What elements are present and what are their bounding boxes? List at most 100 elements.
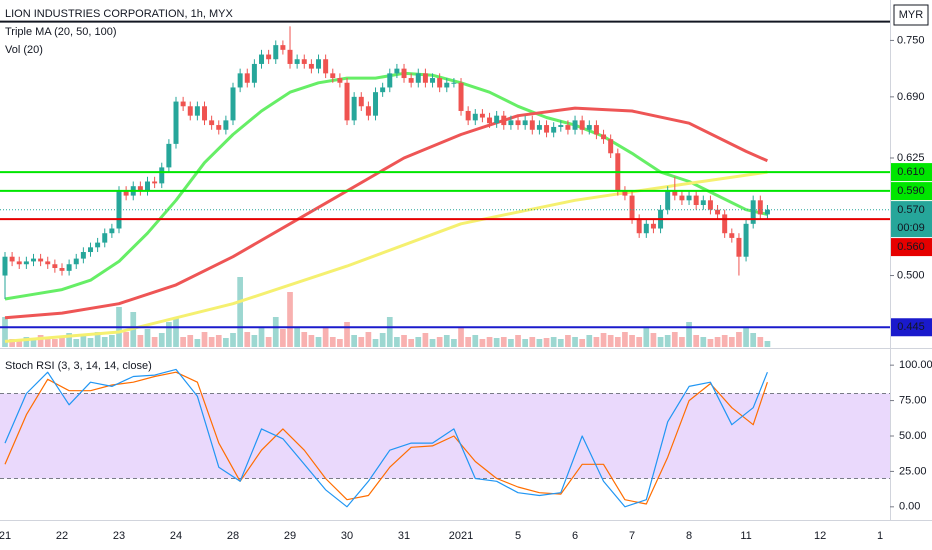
- volume-legend: Vol (20): [5, 44, 43, 56]
- currency-box: [893, 4, 929, 26]
- candle-body: [202, 106, 208, 121]
- volume-bar: [173, 317, 179, 347]
- volume-bar: [486, 337, 493, 347]
- candle-body: [707, 200, 713, 210]
- candle-body: [337, 78, 343, 83]
- candle-body: [102, 233, 108, 243]
- volume-bar: [73, 339, 80, 347]
- volume-bar: [87, 338, 94, 347]
- volume-bar: [472, 335, 479, 347]
- volume-bar: [593, 337, 600, 347]
- candle-body: [230, 87, 236, 121]
- volume-bar: [757, 337, 764, 347]
- volume-bar: [358, 337, 365, 347]
- volume-bar: [686, 322, 692, 347]
- stoch-line: [4, 368, 768, 508]
- candle-body: [244, 73, 250, 83]
- currency: MYR: [899, 9, 924, 21]
- candle-body: [764, 209, 770, 215]
- x-tick-label: 8: [686, 530, 692, 542]
- volume-bar: [394, 337, 400, 347]
- price-label-box: [891, 238, 932, 257]
- volume-bar: [94, 332, 101, 347]
- candle-body: [59, 268, 65, 271]
- volume-bar: [137, 335, 144, 347]
- candle-body: [722, 214, 728, 234]
- candle-body: [729, 233, 735, 238]
- candle-body: [2, 256, 8, 276]
- candle-body: [715, 209, 721, 215]
- candle-body: [88, 247, 93, 253]
- candle-body: [116, 190, 122, 229]
- volume-bar: [80, 335, 87, 347]
- volume-bar: [280, 329, 286, 347]
- ma-legend: Triple MA (20, 50, 100): [5, 26, 116, 38]
- candle-body: [408, 78, 414, 83]
- volume-bar: [572, 337, 578, 347]
- volume-bar: [301, 332, 308, 347]
- volume-bar: [344, 322, 350, 347]
- volume-bar: [379, 333, 386, 347]
- candle-body: [330, 73, 336, 79]
- candle-body: [515, 120, 521, 126]
- x-tick-label: 22: [56, 530, 68, 542]
- volume-bar: [600, 333, 607, 347]
- volume-bar: [743, 327, 749, 347]
- x-tick-label: 21: [0, 530, 11, 542]
- volume-bar: [30, 340, 37, 347]
- volume-bar: [586, 335, 593, 347]
- volume-bar: [607, 335, 614, 347]
- x-tick-label: 1: [877, 530, 883, 542]
- candle-body: [401, 68, 407, 79]
- volume-bar: [386, 317, 393, 347]
- volume-bar: [515, 335, 521, 347]
- volume-bar: [679, 337, 685, 347]
- volume-bar: [272, 317, 279, 347]
- volume-bar: [522, 339, 529, 347]
- candle-body: [700, 200, 706, 206]
- volume-bar: [622, 332, 628, 347]
- y-tick-label: 0.500: [897, 269, 925, 281]
- volume-bar: [215, 335, 222, 347]
- volume-bar: [415, 337, 422, 347]
- candle-body: [159, 167, 165, 184]
- x-tick-label: 2021: [449, 530, 473, 542]
- candle-body: [30, 258, 36, 262]
- volume-bar: [636, 337, 643, 347]
- candle-body: [479, 113, 485, 118]
- volume-bar: [458, 327, 464, 347]
- volume-bar: [201, 332, 208, 347]
- volume-bar: [479, 339, 486, 347]
- candle-body: [344, 82, 350, 121]
- price-label-box: [891, 318, 932, 337]
- volume-bar: [629, 335, 635, 347]
- x-tick-label: 12: [814, 530, 826, 542]
- candle-body: [451, 82, 457, 84]
- y-tick-label: 0.625: [897, 152, 925, 164]
- candle-body: [586, 125, 592, 130]
- volume-bar: [700, 337, 707, 347]
- volume-bar: [265, 337, 272, 347]
- volume-bar: [614, 337, 621, 347]
- candle-body: [287, 49, 293, 64]
- volume-bar: [565, 335, 571, 347]
- candle-body: [565, 125, 571, 130]
- candle-body: [679, 195, 685, 201]
- volume-bar: [151, 337, 158, 347]
- candle-body: [73, 258, 79, 265]
- y-tick-label: 50.00: [899, 430, 927, 442]
- candle-body: [187, 106, 193, 116]
- candle-body: [45, 261, 51, 265]
- candle-body: [16, 261, 22, 265]
- volume-bar: [223, 338, 229, 347]
- candle-body: [23, 261, 29, 265]
- volume-bar: [59, 337, 65, 347]
- price-label: 0.445: [897, 321, 925, 333]
- price-label: 0.590: [897, 185, 925, 197]
- y-tick-label: 100.00: [899, 359, 932, 371]
- candle-body: [351, 96, 357, 121]
- volume-bar: [664, 335, 671, 347]
- candle-body: [629, 195, 635, 220]
- volume-bar: [180, 337, 186, 347]
- x-tick-label: 7: [629, 530, 635, 542]
